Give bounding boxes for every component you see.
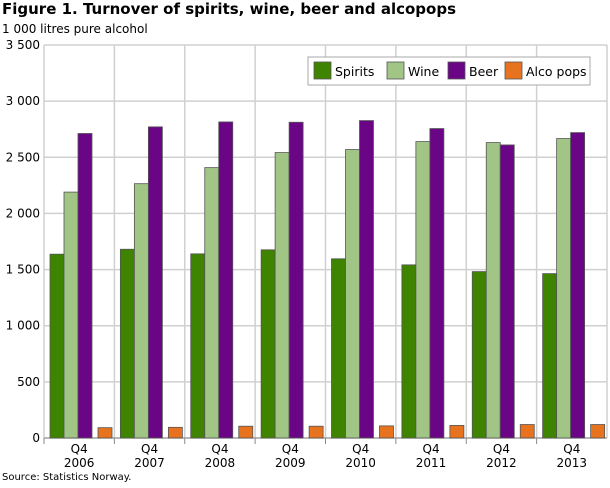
- bar-spirits: [119, 248, 135, 439]
- x-tick-label: Q4: [282, 442, 299, 456]
- source-note: Source: Statistics Norway.: [2, 472, 132, 483]
- legend-label: Alco pops: [526, 64, 587, 79]
- bar-wine: [204, 167, 220, 439]
- bar-beer: [499, 144, 515, 439]
- legend-label: Wine: [408, 64, 439, 79]
- bar-beer: [570, 132, 586, 439]
- bar-wine: [345, 149, 360, 439]
- chart-title: Figure 1. Turnover of spirits, wine, bee…: [2, 0, 456, 18]
- bar-beer: [288, 121, 304, 439]
- y-tick-label: 1 000: [6, 319, 40, 333]
- y-tick-label: 3 000: [6, 94, 40, 108]
- bar-beer: [429, 128, 445, 439]
- bar-beer: [218, 121, 234, 439]
- legend-swatch: [386, 61, 405, 80]
- bar-beer: [77, 133, 93, 439]
- y-tick-label: 3 500: [6, 38, 40, 52]
- bar-alco-pops: [238, 425, 254, 439]
- bar-alco-pops: [590, 424, 606, 439]
- bar-wine: [63, 191, 79, 439]
- legend-swatch: [504, 61, 523, 80]
- bar-spirits: [401, 264, 417, 439]
- x-tick-label: 2009: [275, 456, 306, 470]
- bar-wine: [415, 141, 431, 439]
- legend-label: Beer: [469, 64, 499, 79]
- x-tick-label: Q4: [423, 442, 440, 456]
- bar-alco-pops: [379, 425, 394, 439]
- bar-spirits: [49, 253, 65, 439]
- y-tick-label: 2 000: [6, 206, 40, 220]
- x-tick-label: 2011: [416, 456, 447, 470]
- bar-spirits: [331, 258, 346, 439]
- y-tick-label: 2 500: [6, 150, 40, 164]
- x-tick-label: 2013: [557, 456, 588, 470]
- x-tick-label: Q4: [563, 442, 580, 456]
- x-tick-label: 2010: [345, 456, 376, 470]
- y-tick-label: 1 500: [6, 263, 40, 277]
- bar-wine: [556, 138, 572, 439]
- y-tick-label: 500: [17, 375, 40, 389]
- bar-alco-pops: [519, 424, 535, 439]
- legend-swatch: [447, 61, 466, 80]
- x-tick-label: 2007: [134, 456, 165, 470]
- x-tick-label: Q4: [211, 442, 228, 456]
- x-tick-label: Q4: [352, 442, 369, 456]
- x-tick-label: 2008: [205, 456, 236, 470]
- x-tick-label: Q4: [71, 442, 88, 456]
- legend-swatch: [313, 61, 332, 80]
- bar-spirits: [260, 249, 276, 439]
- bar-alco-pops: [308, 425, 324, 439]
- bar-beer: [359, 120, 374, 439]
- bar-wine: [485, 142, 501, 439]
- y-axis-label: 1 000 litres pure alcohol: [2, 22, 148, 36]
- bar-spirits: [542, 273, 558, 439]
- bar-beer: [147, 126, 163, 439]
- bar-alco-pops: [449, 425, 465, 439]
- legend-label: Spirits: [335, 64, 374, 79]
- bar-wine: [133, 183, 149, 439]
- bar-alco-pops: [167, 426, 183, 439]
- bar-spirits: [471, 271, 487, 439]
- x-tick-label: Q4: [493, 442, 510, 456]
- bar-alco-pops: [97, 427, 113, 439]
- x-tick-label: 2006: [64, 456, 95, 470]
- x-tick-label: Q4: [141, 442, 158, 456]
- x-tick-label: 2012: [486, 456, 517, 470]
- bar-spirits: [190, 253, 206, 439]
- bar-wine: [274, 152, 290, 439]
- y-tick-label: 0: [32, 431, 40, 445]
